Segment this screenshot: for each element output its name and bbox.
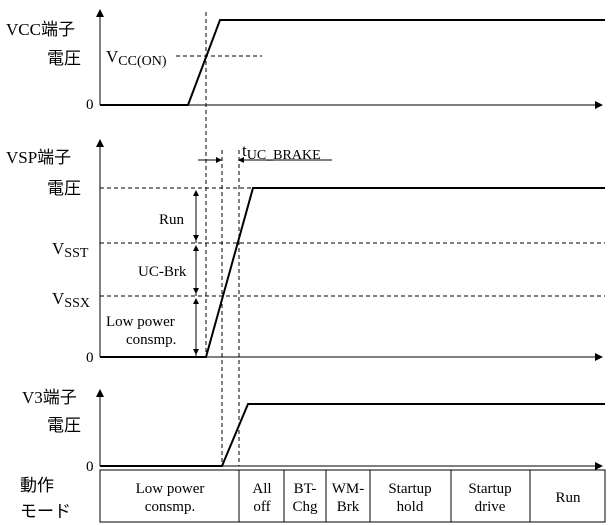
v3-label-line2: 電圧 [47, 416, 81, 435]
vcc-panel: VCC端子 電圧 VCC(ON) 0 [6, 9, 605, 113]
vsp-panel: VSP端子 電圧 VSST VSSX 0 tUC_BRAKE Run UC-Br… [6, 139, 605, 366]
region-low-label-line1: Low power [106, 314, 175, 330]
vsp-zero-label: 0 [86, 350, 94, 366]
mode-cell-wmbrk-line2: Brk [337, 499, 360, 515]
mode-cell-low-line2: consmp. [145, 499, 195, 515]
vcc-threshold-label: VCC(ON) [106, 47, 167, 69]
mode-cell-low-line1: Low power [136, 481, 205, 497]
vcc-label-line1: VCC端子 [6, 20, 75, 39]
mode-cell-startup-hold-line1: Startup [388, 481, 431, 497]
vsst-main: V [52, 239, 65, 258]
timing-sub: UC_BRAKE [247, 148, 321, 163]
region-ucbrk-label: UC-Brk [138, 264, 187, 280]
v3-panel: V3端子 電圧 0 [22, 388, 605, 475]
vcc-threshold-main: V [106, 47, 119, 66]
mode-cell-startup-drive-line2: drive [475, 499, 506, 515]
mode-cell-btchg-line1: BT- [294, 481, 317, 497]
vcc-label-line2: 電圧 [47, 49, 81, 68]
vsst-label: VSST [52, 239, 89, 261]
timing-label: tUC_BRAKE [242, 141, 321, 163]
mode-table-border [99, 469, 606, 523]
vsp-label-line1: VSP端子 [6, 148, 71, 167]
vssx-sub: SSX [64, 296, 90, 311]
mode-cell-startup-drive-line1: Startup [468, 481, 511, 497]
timing-main: t [242, 141, 247, 160]
vcc-zero-label: 0 [86, 97, 94, 113]
mode-table: 動作 モード Low power consmp. All off BT- Chg… [20, 469, 606, 523]
vsst-sub: SST [64, 246, 89, 261]
v3-waveform [100, 403, 605, 467]
mode-cell-alloff-line2: off [253, 499, 270, 515]
vssx-label: VSSX [52, 289, 90, 311]
region-low-label-line2: consmp. [126, 332, 176, 348]
region-run-label: Run [159, 212, 185, 228]
mode-cell-run: Run [555, 490, 581, 506]
mode-cell-btchg-line2: Chg [292, 499, 318, 515]
vsp-label-line2: 電圧 [47, 179, 81, 198]
vsp-waveform [100, 187, 605, 358]
time-markers [205, 12, 240, 466]
mode-cell-wmbrk-line1: WM- [332, 481, 365, 497]
vcc-threshold-sub: CC(ON) [118, 54, 167, 69]
mode-label-line1: 動作 [20, 476, 54, 495]
mode-cell-alloff-line1: All [252, 481, 271, 497]
v3-label-line1: V3端子 [22, 388, 77, 407]
mode-label-line2: モード [20, 502, 71, 521]
vssx-main: V [52, 289, 65, 308]
vcc-waveform [100, 19, 605, 106]
v3-zero-label: 0 [86, 459, 94, 475]
mode-cell-startup-hold-line2: hold [397, 499, 424, 515]
